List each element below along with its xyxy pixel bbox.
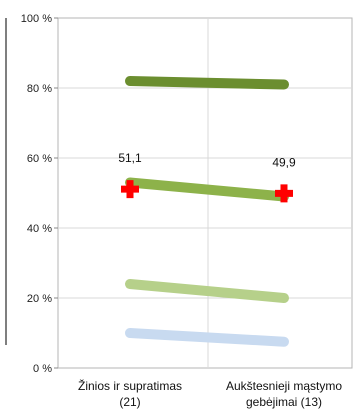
data-label-0: 51,1	[118, 151, 142, 165]
marker-cross-1	[275, 184, 293, 203]
series-line-1	[125, 177, 289, 202]
y-tick-label-4: 80 %	[27, 83, 52, 95]
series-line-3	[125, 328, 289, 347]
y-tick-label-5: 100 %	[21, 13, 52, 25]
series-group	[125, 76, 289, 347]
y-tick-label-2: 40 %	[27, 223, 52, 235]
category-label-1-line1: Aukštesnieji mąstymo	[226, 379, 342, 393]
y-axis: 0 % 20 % 40 % 60 % 80 % 100 %	[21, 13, 58, 375]
y-tick-label-0: 0 %	[33, 363, 52, 375]
y-tick-label-1: 20 %	[27, 293, 52, 305]
gridlines	[58, 18, 352, 368]
marker-group: 51,1 49,9	[118, 151, 296, 203]
x-axis: Žinios ir supratimas (21) Aukštesnieji mąs…	[78, 378, 342, 409]
category-label-0-line2: (21)	[119, 395, 140, 409]
plot-area-border	[57, 17, 353, 369]
series-line-2	[125, 279, 289, 303]
series-line-0	[125, 76, 289, 90]
y-tick-label-3: 60 %	[27, 153, 52, 165]
category-label-0-line1: Žinios ir supratimas	[78, 378, 182, 393]
data-label-1: 49,9	[272, 155, 296, 169]
marker-cross-0	[121, 180, 139, 199]
category-label-1-line2: gebėjimai (13)	[246, 395, 322, 409]
